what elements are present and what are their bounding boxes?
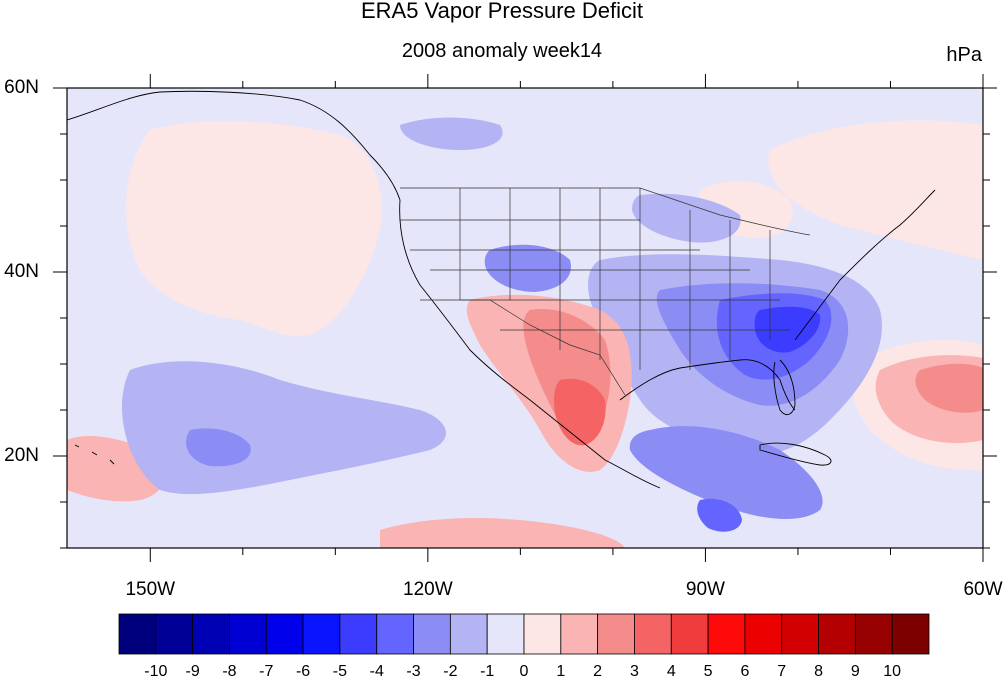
colorbar-tick-label: -10 xyxy=(144,663,167,680)
colorbar-swatch xyxy=(192,613,230,655)
map-title: ERA5 Vapor Pressure Deficit xyxy=(360,0,644,23)
colorbar-swatch xyxy=(449,613,488,655)
colorbar-swatch xyxy=(265,613,304,655)
lon-tick-label: 90W xyxy=(686,579,725,600)
colorbar-swatch xyxy=(118,613,157,655)
pacific-north-negative xyxy=(400,117,503,150)
colorbar-tick-label: -9 xyxy=(186,663,200,680)
rockies-negative-area xyxy=(484,244,571,292)
colorbar-swatch xyxy=(155,613,194,655)
colorbar-tick-label: -6 xyxy=(296,663,310,680)
hawaii-islands xyxy=(74,444,115,465)
state-lines-horizontal xyxy=(400,219,790,331)
cuba-outline xyxy=(759,442,832,466)
colorbar-tick-label: -5 xyxy=(333,663,347,680)
colorbar-swatch xyxy=(744,613,783,655)
anomaly-field xyxy=(67,88,983,548)
colorbar-swatch xyxy=(560,613,599,655)
colorbar-tick-label: -8 xyxy=(222,663,236,680)
colorbar-tick-label: -1 xyxy=(480,663,494,680)
colorbar-tick-label: 4 xyxy=(667,663,676,680)
colorbar-swatch xyxy=(413,613,451,655)
pacific-negative-core xyxy=(186,428,251,467)
colorbar-swatch xyxy=(707,613,746,655)
political-borders xyxy=(400,187,811,396)
pacific-positive-area xyxy=(126,120,382,337)
colorbar-tick-label: 5 xyxy=(704,663,713,680)
colorbar-tick-label: 7 xyxy=(777,663,786,680)
colorbar-swatch xyxy=(634,613,672,655)
colorbar-swatch xyxy=(486,613,525,655)
us-east-negative-max xyxy=(754,306,821,353)
colorbar-tick-label: 10 xyxy=(883,663,901,680)
colorbar-swatch xyxy=(854,613,893,655)
coastlines xyxy=(67,90,936,489)
colorbar-tick-label: -4 xyxy=(370,663,384,680)
map-subtitle: 2008 anomaly week14 xyxy=(401,40,603,62)
us-canada-border xyxy=(400,187,811,236)
caribbean-negative-area xyxy=(629,426,823,520)
axis-labels: 150W 120W 90W 60W 60N 40N 20N xyxy=(4,77,1002,600)
florida-peninsula xyxy=(773,359,796,416)
colorbar-swatch xyxy=(670,613,709,655)
colorbar-swatch xyxy=(523,613,562,655)
colorbar-swatch xyxy=(597,613,635,655)
colorbar-tick-label: 2 xyxy=(593,663,602,680)
units-label: hPa xyxy=(946,44,982,66)
colorbar-swatch xyxy=(339,613,378,655)
midwest-negative-area xyxy=(632,193,741,243)
colorbar-swatch xyxy=(781,613,819,655)
colorbar-tick-label: 8 xyxy=(814,663,823,680)
colorbar-swatch xyxy=(376,613,414,655)
state-lines-vertical xyxy=(459,188,771,370)
lon-tick-label: 60W xyxy=(963,579,1002,600)
colorbar-swatch xyxy=(302,613,341,655)
axis-ticks xyxy=(53,74,997,562)
colorbar-tick-label: 6 xyxy=(740,663,749,680)
lat-tick-label: 60N xyxy=(4,77,39,98)
colorbar-tick-label: 1 xyxy=(556,663,565,680)
mexico-positive-strong xyxy=(554,378,606,446)
north-america-west-coast xyxy=(67,90,661,489)
colorbar-swatch xyxy=(891,613,930,655)
colorbar-tick-label: -2 xyxy=(443,663,457,680)
atlantic-north-positive-area xyxy=(768,120,983,260)
gulf-coast xyxy=(619,359,796,411)
east-coast xyxy=(794,189,936,341)
colorbar-tick-label: 9 xyxy=(851,663,860,680)
caribbean-negative-core xyxy=(697,498,742,532)
colorbar-swatch xyxy=(818,613,856,655)
atlantic-subtropical-positive-max xyxy=(915,363,983,413)
colorbar-tick-label: 3 xyxy=(630,663,639,680)
lat-tick-label: 40N xyxy=(4,261,39,282)
colorbar-tick-label: 0 xyxy=(520,663,529,680)
colorbar-tick-label: -7 xyxy=(259,663,273,680)
lon-tick-label: 120W xyxy=(403,579,453,600)
lat-tick-label: 20N xyxy=(4,445,39,466)
lon-tick-label: 150W xyxy=(125,579,175,600)
tropical-pacific-positive-area xyxy=(380,518,625,548)
colorbar-swatch xyxy=(229,613,267,655)
colorbar-tick-label: -3 xyxy=(406,663,420,680)
colorbar: -10 -9 -8 -7 -6 -5 -4 -3 -2 -1 0 1 2 3 4 5 6 7 8 9 10 xyxy=(118,613,930,680)
